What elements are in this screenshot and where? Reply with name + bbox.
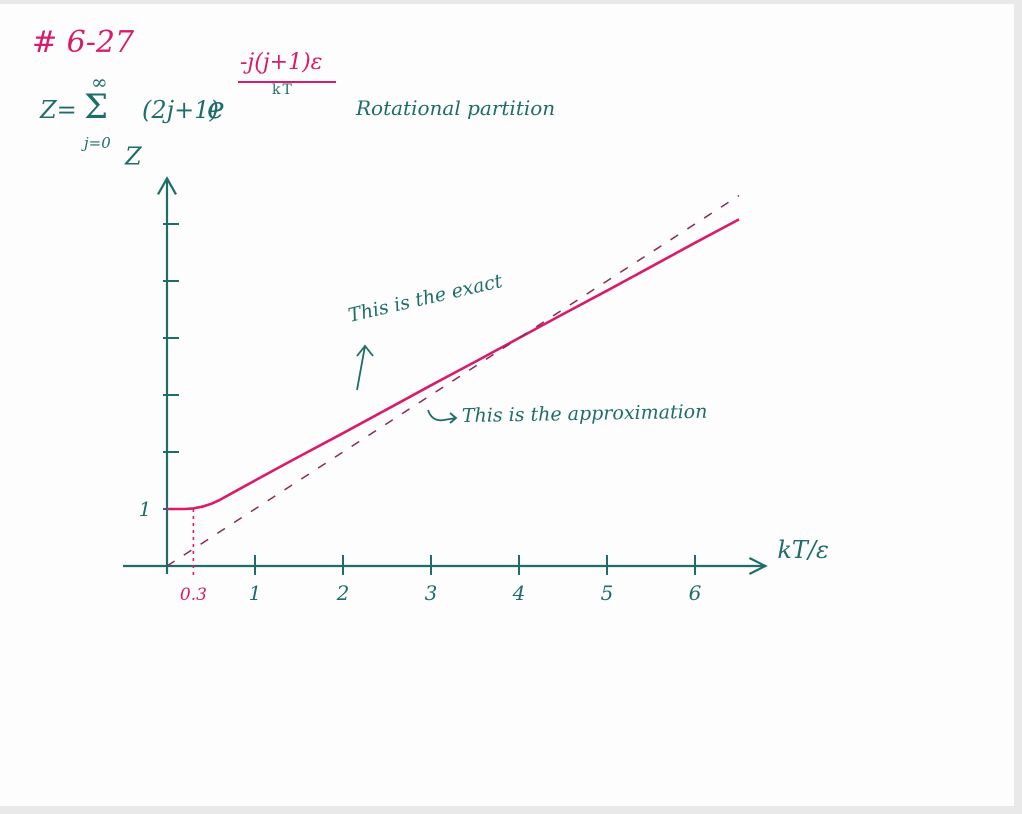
problem-number: # 6-27 xyxy=(32,25,135,60)
exponent-numerator: -j(j+1)ε xyxy=(240,50,323,75)
x-tick-label: 6 xyxy=(689,581,702,605)
series-exact-line xyxy=(167,218,740,511)
x-tick-label: 4 xyxy=(512,581,526,605)
exponential-base: e xyxy=(207,91,225,126)
series-layer xyxy=(166,194,740,567)
equation-lhs: Z= xyxy=(40,96,77,124)
annotation-exact: This is the exact xyxy=(346,270,505,327)
x-tick-label: 2 xyxy=(336,581,350,605)
paper-bottom-edge xyxy=(0,806,1022,814)
y-axis-arrowhead xyxy=(157,176,177,195)
x-tick-label: 3 xyxy=(425,581,438,605)
sum-upper-limit: ∞ xyxy=(91,70,108,94)
series-approximation-line xyxy=(166,194,740,567)
sum-lower-limit: j=0 xyxy=(84,134,111,152)
annotation-approximation-arrow xyxy=(427,409,458,424)
axes-layer: kT/ε Z 1 2 3 4 5 6 1 0.3 xyxy=(123,142,829,605)
sum-symbol: Σ xyxy=(84,87,109,127)
annotation-exact-arrow xyxy=(356,344,374,391)
x-axis-title: kT/ε xyxy=(777,536,829,564)
x-axis-arrowhead xyxy=(748,557,768,575)
annotation-approximation: This is the approximation xyxy=(462,401,708,427)
x-tick-label: 5 xyxy=(601,581,614,605)
paper-top-edge xyxy=(0,0,1022,4)
exponent-denominator: kT xyxy=(272,82,294,98)
y-tick-label: 1 xyxy=(139,497,152,521)
y-axis-title: Z xyxy=(124,142,143,170)
x-tick-label: 1 xyxy=(249,581,262,605)
degeneracy-factor: (2j+1) xyxy=(142,96,219,124)
paper-right-edge xyxy=(1014,0,1022,814)
exponent-fraction-bar xyxy=(238,81,336,83)
x-marker-label: 0.3 xyxy=(180,585,207,605)
partition-label: Rotational partition xyxy=(356,96,556,120)
